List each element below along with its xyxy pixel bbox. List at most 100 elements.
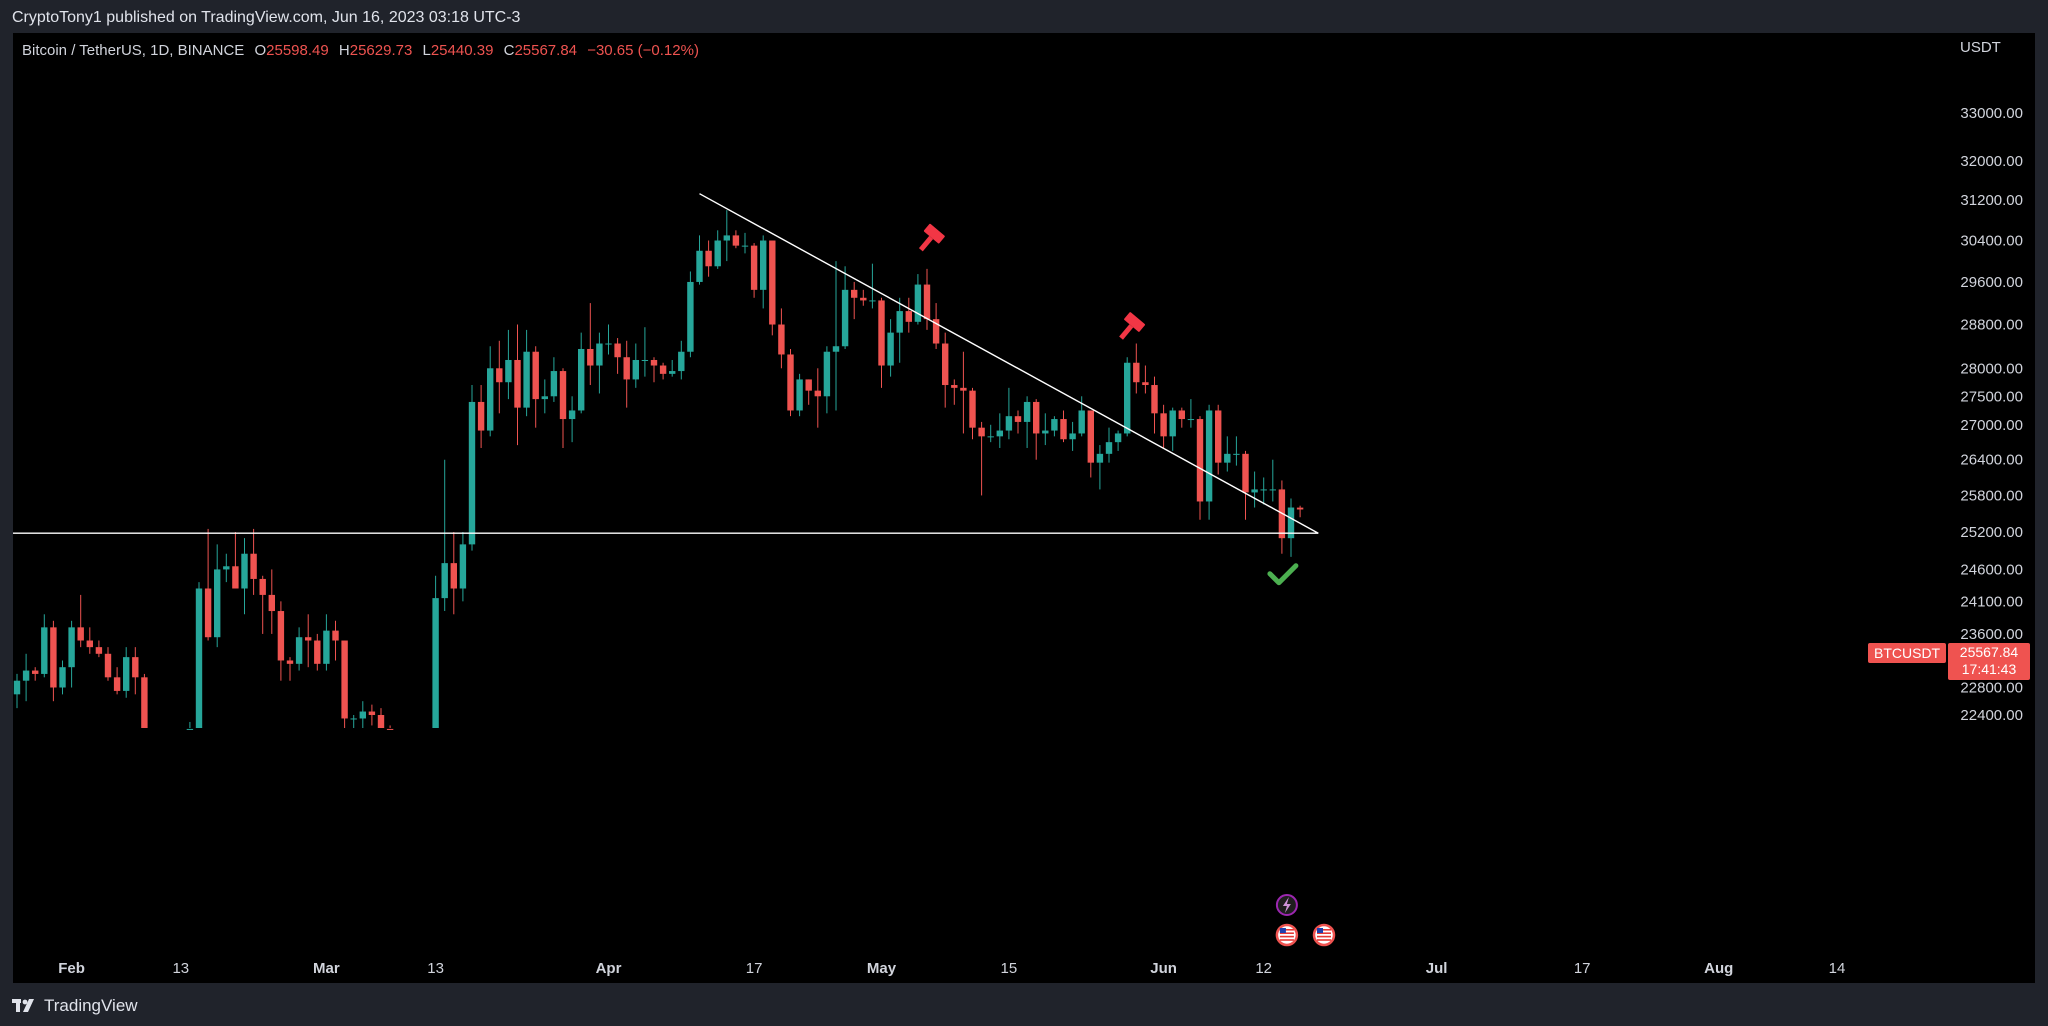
candle-body xyxy=(523,351,530,408)
footer-bar: TradingView xyxy=(0,983,2048,1026)
candle-body xyxy=(650,359,658,366)
candle-body xyxy=(778,324,785,355)
candle-body xyxy=(1005,416,1013,431)
candle-body xyxy=(1060,419,1067,440)
flag-canton xyxy=(1279,928,1286,933)
candle-body xyxy=(350,718,357,720)
price-axis: 33000.00 32000.00 31200.00 30400.00 29600.00… xyxy=(1960,105,2023,724)
drawing-layer xyxy=(13,193,1319,534)
low-label: L xyxy=(422,42,431,59)
candle-body xyxy=(323,630,330,664)
price-tick-label: 22400.00 xyxy=(1960,707,2023,724)
flag-stripe xyxy=(1279,939,1294,941)
flag-stripe xyxy=(1279,932,1294,934)
high-value: 25629.73 xyxy=(349,42,413,59)
candle-body xyxy=(477,401,485,431)
candle-body xyxy=(532,351,539,400)
candle-body xyxy=(232,566,239,589)
candle-body xyxy=(368,711,376,715)
time-tick-label: Apr xyxy=(596,960,622,977)
candle-body xyxy=(1105,442,1113,454)
price-tick-label: 24600.00 xyxy=(1960,561,2023,578)
candle-body xyxy=(932,319,940,344)
price-tick-label: 25800.00 xyxy=(1960,487,2023,504)
candle-body xyxy=(678,351,685,372)
candle-body xyxy=(295,637,303,664)
candle-body xyxy=(587,348,594,366)
candle-body xyxy=(277,611,285,661)
candle-body xyxy=(386,728,394,730)
candle-body xyxy=(223,566,230,570)
check-icon xyxy=(1267,563,1299,586)
candle-body xyxy=(923,284,931,320)
publisher-header: CryptoTony1 published on TradingView.com… xyxy=(0,0,2048,33)
candle-body xyxy=(1196,419,1204,502)
candle-body xyxy=(1287,507,1295,539)
candle-body xyxy=(241,553,248,589)
close-label: C xyxy=(503,42,515,59)
candle-body xyxy=(1096,453,1104,463)
candle-body xyxy=(1114,433,1122,443)
candle-body xyxy=(605,343,612,345)
publisher-line: CryptoTony1 published on TradingView.com… xyxy=(12,9,521,26)
candle-body xyxy=(141,677,148,728)
candle-body xyxy=(787,354,794,411)
candle-body xyxy=(59,667,66,688)
candle-body xyxy=(314,640,321,664)
candle-body xyxy=(50,627,57,688)
candle-body xyxy=(669,371,676,374)
chart-pane[interactable]: 33000.00 32000.00 31200.00 30400.00 29600.00… xyxy=(13,33,2035,983)
price-tick-label: 26400.00 xyxy=(1960,452,2023,469)
candle-body xyxy=(1151,385,1158,414)
candle-body xyxy=(123,657,130,691)
change-value: −30.65 (−0.12%) xyxy=(587,42,699,59)
price-tick-label: 22800.00 xyxy=(1960,679,2023,696)
time-tick-label: Jun xyxy=(1150,960,1177,977)
candle-body xyxy=(1014,416,1022,422)
time-tick-label: May xyxy=(867,960,897,977)
tradingview-logo[interactable]: TradingView xyxy=(12,996,138,1016)
candle-body xyxy=(1160,413,1167,437)
candle-body xyxy=(332,630,339,641)
time-tick-label: 14 xyxy=(1829,960,1846,977)
price-tick-label: 27000.00 xyxy=(1960,417,2023,434)
candle-body xyxy=(1023,401,1031,422)
candle-body xyxy=(68,627,75,668)
candle-body xyxy=(769,240,776,325)
candles-layer xyxy=(13,210,1304,730)
descending-trendline xyxy=(699,193,1319,534)
candle-body xyxy=(1142,382,1149,386)
candle-body xyxy=(41,627,48,674)
candle-body xyxy=(77,627,84,641)
annotation-layer xyxy=(918,223,1336,947)
lightning-bolt xyxy=(1282,897,1291,913)
time-tick-label: 12 xyxy=(1255,960,1272,977)
price-tick-label: 23600.00 xyxy=(1960,626,2023,643)
candle-body xyxy=(860,297,867,301)
hammer-icon xyxy=(1119,312,1146,340)
symbol-title[interactable]: Bitcoin / TetherUS, 1D, BINANCE xyxy=(22,42,245,59)
candle-body xyxy=(878,300,885,366)
tradingview-logo-icon xyxy=(12,999,34,1012)
candle-body xyxy=(750,245,758,290)
price-tick-label: 28800.00 xyxy=(1960,317,2023,334)
candle-body xyxy=(732,235,740,246)
candle-body xyxy=(1033,401,1040,434)
candle-body xyxy=(250,553,257,579)
candlestick-chart[interactable]: 33000.00 32000.00 31200.00 30400.00 29600.00… xyxy=(13,33,2035,983)
candle-body xyxy=(32,670,39,674)
time-tick-label: 17 xyxy=(1574,960,1591,977)
price-unit-label[interactable]: USDT xyxy=(1960,39,2001,56)
candle-body xyxy=(286,660,294,664)
candle-body xyxy=(1296,507,1304,510)
candle-body xyxy=(1124,362,1131,434)
candle-body xyxy=(341,640,348,719)
candle-body xyxy=(796,379,803,411)
candle-body xyxy=(432,598,439,728)
candle-body xyxy=(496,368,503,383)
candle-body xyxy=(641,359,649,361)
price-tick-label: 32000.00 xyxy=(1960,153,2023,170)
us-flag-icon xyxy=(1275,923,1299,947)
us-flag-icon xyxy=(1312,923,1336,947)
candle-body xyxy=(578,348,585,411)
